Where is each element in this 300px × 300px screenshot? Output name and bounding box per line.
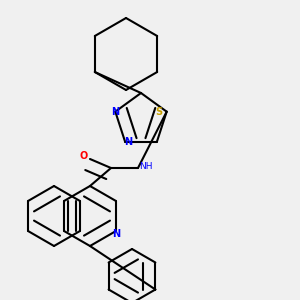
- Text: O: O: [80, 151, 88, 161]
- Text: N: N: [111, 107, 119, 117]
- Text: N: N: [124, 137, 132, 147]
- Text: S: S: [156, 107, 163, 117]
- Text: N: N: [112, 229, 120, 239]
- Text: NH: NH: [139, 162, 152, 171]
